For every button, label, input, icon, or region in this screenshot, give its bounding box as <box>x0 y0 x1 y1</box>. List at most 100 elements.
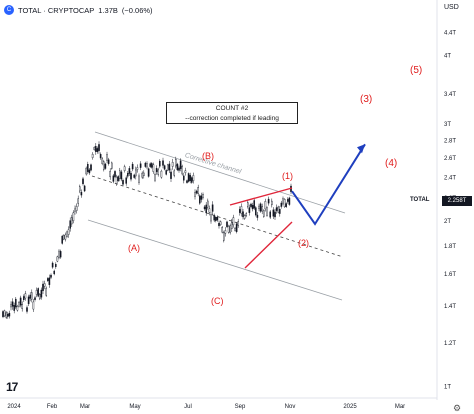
corrective-channel <box>87 131 346 301</box>
candle <box>75 206 78 211</box>
x-tick-label: Feb <box>47 404 58 410</box>
candle <box>53 270 55 275</box>
candle <box>66 231 68 237</box>
candle <box>112 175 115 182</box>
candle <box>14 298 17 308</box>
last-value: 1.37B <box>98 5 118 15</box>
price-axis[interactable]: 4.4T4T3.4T3T2.8T2.6T2.4T2.2T2T1.8T1.6T1.… <box>436 0 456 400</box>
y-tick-label: 2.6T <box>444 156 456 162</box>
x-tick-label: Mar <box>395 404 405 410</box>
currency-label[interactable]: USD <box>444 4 459 11</box>
candle <box>43 283 46 287</box>
candle <box>104 163 107 169</box>
candle <box>61 235 63 244</box>
candle <box>93 147 95 150</box>
candle <box>267 198 270 204</box>
candle <box>242 211 244 218</box>
candle <box>184 170 187 173</box>
candle <box>86 164 89 172</box>
candle <box>205 204 208 214</box>
candle <box>107 159 110 164</box>
candle <box>165 170 168 175</box>
candle <box>198 195 201 204</box>
candle <box>162 160 164 166</box>
candle <box>192 175 195 181</box>
triangle-upper-line <box>229 187 293 206</box>
candle <box>16 306 19 311</box>
candle <box>229 225 232 233</box>
candle <box>90 164 92 171</box>
candle <box>254 207 257 216</box>
candle <box>182 175 185 181</box>
candle <box>34 297 36 300</box>
settings-gear-icon[interactable]: ⚙ <box>453 403 462 413</box>
wave-label-C: (C) <box>211 296 224 306</box>
candle <box>219 221 222 225</box>
candle <box>70 217 73 225</box>
time-axis[interactable]: 2024 Feb Mar May Jul Sep Nov 2025 Mar <box>0 397 437 410</box>
candle <box>218 223 220 227</box>
candle <box>235 223 238 232</box>
candle <box>202 194 204 198</box>
candle <box>63 235 65 240</box>
candle <box>160 170 163 178</box>
wave-label-3: (3) <box>360 94 373 105</box>
candle <box>224 230 227 234</box>
y-tick-label: 4T <box>444 53 451 59</box>
candle <box>88 169 91 174</box>
candle <box>3 310 6 317</box>
candle <box>134 169 137 177</box>
candle <box>189 175 192 181</box>
candle <box>222 232 225 241</box>
y-tick-label: 3T <box>444 122 451 128</box>
candle <box>136 167 139 170</box>
candle <box>266 207 268 216</box>
candle <box>21 304 24 309</box>
candle <box>238 209 241 213</box>
candle <box>195 190 198 194</box>
candle <box>166 164 169 171</box>
symbol-label[interactable]: TOTAL · CRYPTOCAP <box>18 5 95 15</box>
change-value: (−0.06%) <box>121 5 153 15</box>
candle <box>246 202 249 207</box>
candle <box>77 198 79 204</box>
y-tick-label: 1.4T <box>444 304 456 310</box>
candle <box>48 277 51 285</box>
candle <box>232 217 235 226</box>
candle <box>147 168 150 177</box>
candle <box>40 289 43 298</box>
candle <box>287 199 289 202</box>
candle <box>173 170 176 176</box>
tradingview-logo-icon[interactable]: 17 <box>6 380 18 394</box>
candle <box>203 206 206 210</box>
candle <box>118 170 121 179</box>
y-tick-label: 4.4T <box>444 31 456 37</box>
candle <box>56 256 59 262</box>
candle <box>168 163 171 171</box>
candle <box>187 173 190 182</box>
candle <box>67 229 70 235</box>
candle <box>234 227 236 231</box>
count-annotation-box: COUNT #2 --correction completed if leadi… <box>166 102 298 124</box>
candle <box>55 264 57 267</box>
candle <box>11 301 14 307</box>
candle <box>37 288 39 297</box>
candle <box>269 211 272 218</box>
candle <box>72 212 75 221</box>
candle <box>197 187 200 194</box>
x-tick-label: Mar <box>80 404 90 410</box>
channel-midline <box>91 175 344 258</box>
triangle-lower-line <box>244 221 293 269</box>
candle <box>58 250 60 258</box>
x-tick-label: May <box>129 404 140 410</box>
candle <box>261 206 264 212</box>
candle <box>8 312 11 317</box>
candle <box>91 153 94 158</box>
candle <box>263 210 265 217</box>
candle <box>176 163 179 171</box>
candle <box>194 192 196 197</box>
candle <box>179 160 182 169</box>
projection-arrowhead <box>357 144 365 154</box>
candle <box>186 180 188 183</box>
